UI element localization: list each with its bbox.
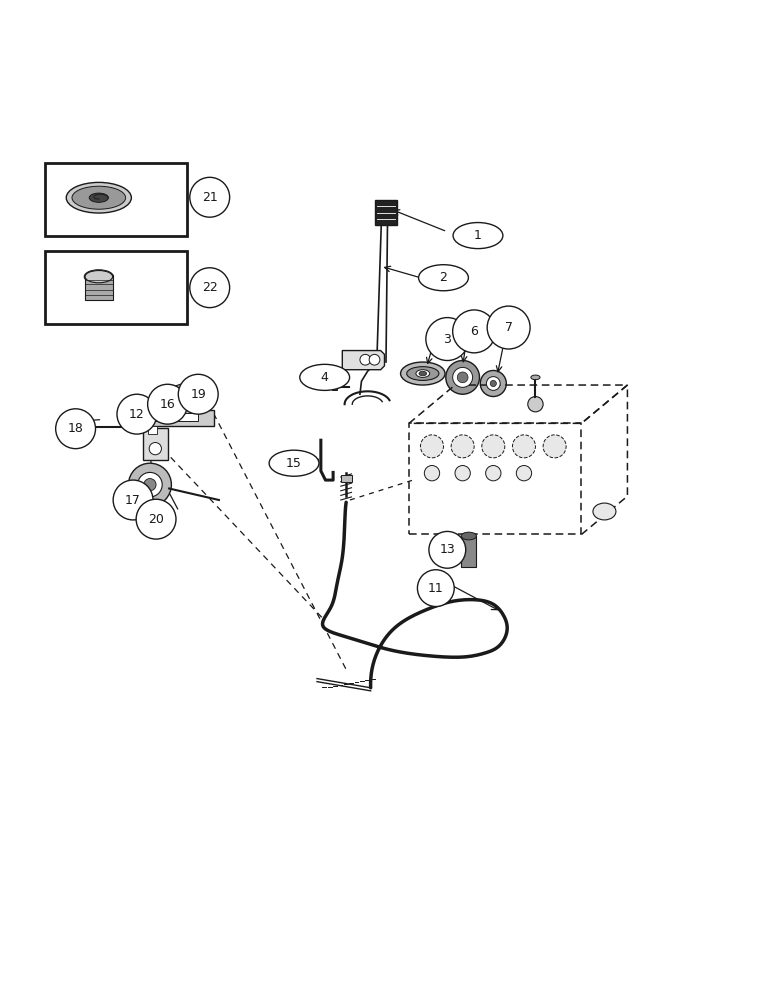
- Circle shape: [137, 472, 162, 497]
- Circle shape: [178, 374, 218, 414]
- Circle shape: [149, 443, 161, 455]
- Circle shape: [190, 268, 229, 308]
- Bar: [137, 410, 214, 426]
- Text: 6: 6: [470, 325, 478, 338]
- Text: 17: 17: [125, 493, 141, 506]
- Circle shape: [490, 380, 496, 387]
- Circle shape: [113, 480, 153, 520]
- Circle shape: [452, 310, 496, 353]
- Ellipse shape: [419, 371, 427, 376]
- Bar: [45, 163, 187, 236]
- Polygon shape: [342, 351, 384, 370]
- Bar: [85, 275, 113, 300]
- Ellipse shape: [269, 450, 319, 476]
- Circle shape: [128, 463, 171, 506]
- Text: 20: 20: [148, 513, 164, 526]
- Ellipse shape: [90, 193, 108, 202]
- Text: 21: 21: [201, 191, 218, 204]
- Bar: [374, 200, 398, 225]
- Text: 1: 1: [474, 229, 482, 242]
- Text: 18: 18: [68, 422, 83, 435]
- Circle shape: [190, 177, 229, 217]
- Bar: [340, 475, 351, 482]
- Circle shape: [486, 377, 500, 390]
- Circle shape: [452, 367, 472, 387]
- Bar: [333, 383, 337, 390]
- Circle shape: [513, 435, 536, 458]
- Circle shape: [482, 435, 505, 458]
- Bar: [154, 397, 170, 412]
- Circle shape: [426, 318, 469, 361]
- Ellipse shape: [84, 270, 113, 284]
- Circle shape: [369, 354, 380, 365]
- Bar: [45, 251, 187, 324]
- Circle shape: [487, 306, 530, 349]
- Ellipse shape: [461, 532, 476, 540]
- Circle shape: [421, 435, 443, 458]
- Text: 22: 22: [201, 281, 218, 294]
- Ellipse shape: [407, 367, 439, 380]
- Text: 7: 7: [505, 321, 513, 334]
- Ellipse shape: [453, 223, 503, 249]
- Bar: [143, 428, 168, 460]
- Polygon shape: [174, 377, 201, 400]
- Circle shape: [528, 397, 543, 412]
- Ellipse shape: [418, 265, 469, 291]
- Bar: [147, 426, 157, 434]
- Ellipse shape: [593, 503, 616, 520]
- Circle shape: [360, 354, 371, 365]
- Circle shape: [136, 499, 176, 539]
- Circle shape: [543, 435, 566, 458]
- Ellipse shape: [66, 182, 131, 213]
- Text: 4: 4: [320, 371, 329, 384]
- Circle shape: [451, 435, 474, 458]
- Text: 3: 3: [443, 333, 452, 346]
- Circle shape: [425, 466, 439, 481]
- Circle shape: [455, 466, 470, 481]
- Text: 12: 12: [129, 408, 145, 421]
- Text: 16: 16: [160, 398, 175, 411]
- Circle shape: [516, 466, 532, 481]
- Circle shape: [445, 361, 479, 394]
- Text: 2: 2: [439, 271, 448, 284]
- Circle shape: [144, 479, 156, 491]
- Text: 11: 11: [428, 582, 444, 595]
- Circle shape: [486, 466, 501, 481]
- Bar: [148, 413, 198, 421]
- Circle shape: [56, 409, 96, 449]
- Circle shape: [457, 372, 468, 383]
- Text: 13: 13: [439, 543, 455, 556]
- Ellipse shape: [300, 364, 350, 390]
- Bar: [76, 421, 86, 433]
- Ellipse shape: [85, 271, 113, 283]
- Ellipse shape: [531, 375, 540, 380]
- Circle shape: [147, 384, 188, 424]
- Circle shape: [418, 570, 454, 607]
- Ellipse shape: [416, 370, 430, 377]
- Bar: [461, 536, 476, 567]
- Bar: [157, 400, 167, 409]
- Circle shape: [117, 394, 157, 434]
- Circle shape: [480, 370, 506, 397]
- Text: 19: 19: [191, 388, 206, 401]
- Text: 15: 15: [286, 457, 302, 470]
- Circle shape: [429, 531, 466, 568]
- Ellipse shape: [401, 362, 445, 385]
- Ellipse shape: [72, 186, 126, 209]
